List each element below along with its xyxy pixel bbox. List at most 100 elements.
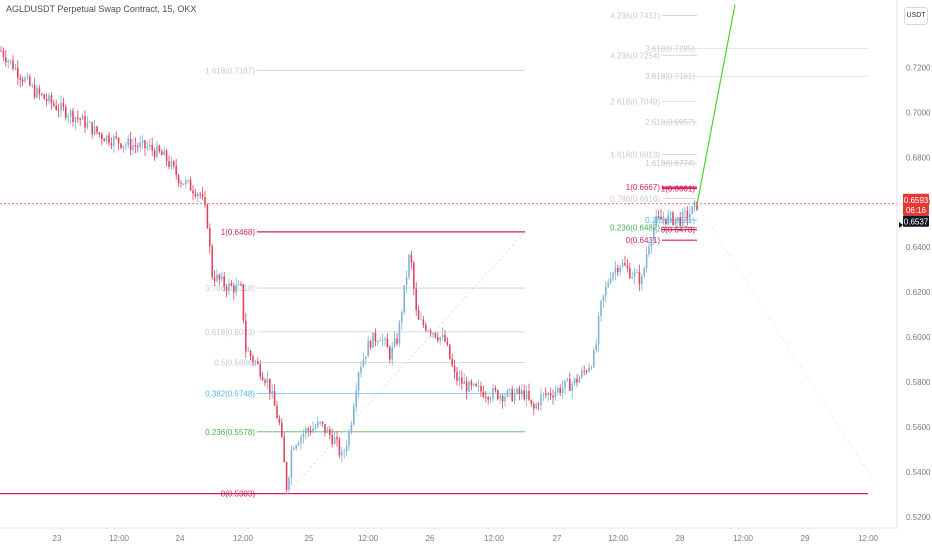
candle-body (432, 332, 434, 334)
candle-body (593, 350, 595, 368)
fib-level-label: 1(0.6468) (221, 228, 256, 237)
candle-body (542, 393, 545, 395)
candle-body (549, 393, 552, 396)
time-axis[interactable]: 23 12:00 24 12:00 25 12:00 26 12:00 27 12:00 28 12:… (53, 534, 879, 543)
crosshair-price-tag (903, 215, 929, 227)
candle-body (441, 334, 444, 338)
candle-body (110, 143, 113, 146)
candle-body (269, 378, 271, 394)
projection-lines[interactable] (696, 4, 876, 484)
candle-body (561, 387, 564, 394)
candle-body (482, 391, 485, 398)
candle-body (201, 194, 204, 198)
candle-body (60, 102, 62, 111)
candle-body (228, 283, 230, 291)
candle-body (350, 424, 353, 432)
candle-body (189, 179, 192, 191)
fib-trend-line (286, 231, 526, 494)
candle-body (319, 421, 321, 423)
candle-body (295, 445, 297, 449)
candle-body (305, 428, 307, 434)
candle-body (595, 344, 597, 351)
candle-body (609, 278, 612, 283)
candle-body (696, 201, 698, 210)
candles (0, 46, 698, 494)
candle-body (261, 376, 264, 381)
candle-body (425, 325, 427, 331)
candle-body (413, 262, 415, 289)
candle-body (257, 361, 259, 364)
candle-body (518, 388, 521, 394)
candle-body (254, 361, 257, 363)
candle-body (451, 359, 453, 366)
fib-retracement-left[interactable]: 1.618(0.7187) 1(0.6468) 0.786(0.6218) 0.618… (0, 66, 868, 499)
candle-body (566, 378, 569, 381)
candle-body (626, 265, 629, 268)
candle-body (662, 219, 665, 221)
candle-body (158, 145, 161, 152)
candle-body (355, 390, 357, 407)
time-tick-label: 12:00 (109, 534, 130, 543)
candle-body (285, 462, 288, 490)
candle-body (641, 276, 643, 285)
candle-body (173, 161, 175, 167)
price-tick-label: 0.6800 (906, 153, 931, 162)
candle-body (614, 267, 617, 273)
time-tick-label: 24 (176, 534, 185, 543)
candle-body (338, 439, 341, 456)
candle-body (365, 356, 367, 359)
price-axis[interactable]: 0.72000.70000.68000.66000.64000.62000.60… (906, 63, 931, 521)
candle-body (434, 332, 437, 338)
fib-level-label: 2.618(0.7049) (610, 97, 660, 106)
candle-body (372, 332, 374, 348)
candle-body (276, 405, 278, 419)
candle-body (245, 320, 247, 352)
candle-body (480, 385, 482, 392)
candle-body (333, 437, 336, 444)
candle-body (499, 395, 501, 400)
candle-body (672, 212, 674, 225)
candle-body (516, 388, 518, 394)
candle-body (273, 391, 276, 406)
candle-body (559, 388, 561, 394)
candle-body (43, 94, 45, 99)
candle-body (149, 144, 151, 148)
candle-body (98, 132, 101, 135)
candle-body (194, 193, 197, 197)
candle-body (410, 254, 413, 263)
fib-level-label: 0.786(0.6218) (205, 284, 255, 293)
candle-body (643, 268, 645, 277)
candle-body (223, 276, 225, 287)
candle-body (115, 136, 117, 138)
candle-body (91, 122, 93, 135)
fib-level-label: 4.236(0.7254) (610, 51, 660, 60)
candle-body (348, 431, 350, 447)
candle-body (233, 285, 235, 293)
candle-body (242, 284, 245, 321)
candle-body (353, 406, 355, 425)
candle-body (573, 378, 576, 384)
candle-body (331, 434, 333, 444)
candle-body (657, 216, 660, 217)
candle-body (329, 429, 331, 435)
candle-body (653, 226, 655, 241)
candle-body (449, 344, 451, 360)
candle-body (57, 109, 60, 111)
candle-body (321, 421, 324, 424)
currency-button[interactable]: USDT (904, 7, 928, 25)
fib-level-label: 1.618(0.6813) (610, 150, 660, 159)
candle-body (153, 150, 156, 158)
candle-body (667, 214, 669, 224)
candle-body (357, 372, 360, 391)
candle-body (489, 398, 492, 400)
candle-body (465, 381, 468, 392)
candle-body (137, 146, 139, 148)
candle-body (530, 399, 533, 405)
candle-body (463, 381, 465, 384)
candle-body (65, 106, 67, 118)
projection-line-up[interactable] (696, 4, 736, 205)
candle-body (686, 210, 689, 218)
candle-body (552, 395, 554, 398)
